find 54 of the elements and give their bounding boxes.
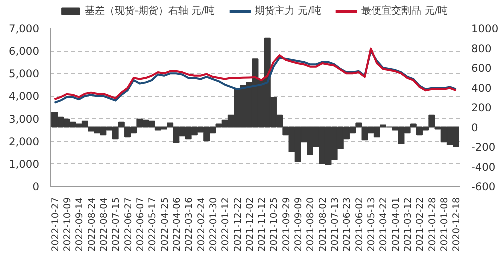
y2-tick-label: -200	[472, 141, 496, 154]
x-tick-label: 2021-09-29	[281, 197, 292, 252]
x-tick-label: 2021-06-23	[342, 197, 354, 252]
legend-label: 基差（现货-期货）右轴 元/吨	[84, 4, 216, 18]
x-tick-label: 2021-09-09	[294, 197, 305, 252]
x-tick-label: 2021-11-12	[257, 197, 268, 252]
x-tick-label: 2021-05-13	[366, 197, 378, 252]
x-tick-label: 2021-08-02	[318, 197, 329, 252]
y-tick-label: 3,000	[8, 112, 40, 126]
x-tick-label: 2020-12-18	[452, 197, 463, 252]
y2-tick-label: 0	[472, 121, 478, 134]
x-tick-label: 2021-12-22	[232, 197, 244, 252]
x-tick-label: 2022-08-04	[98, 197, 110, 252]
x-tick-label: 2022-05-17	[148, 197, 159, 252]
x-tick-label: 2022-10-27	[50, 197, 62, 252]
y-tick-label: 2,000	[8, 135, 40, 148]
x-tick-label: 2021-01-08	[440, 197, 451, 252]
y-tick-label: 7,000	[8, 22, 40, 36]
y2-tick-label: 400	[472, 82, 492, 95]
x-tick-label: 2021-01-28	[427, 197, 438, 252]
y2-tick-label: 1000	[472, 22, 499, 36]
x-tick-label: 2021-04-01	[390, 197, 402, 252]
x-tick-label: 2022-04-06	[172, 197, 183, 252]
y-tick-label: 6,000	[8, 45, 40, 58]
y-tick-label: 1,000	[8, 158, 40, 171]
x-tick-label: 2022-10-09	[62, 197, 74, 252]
y2-tick-label: 800	[472, 42, 492, 56]
x-tick-label: 2021-08-20	[306, 197, 317, 252]
x-tick-label: 2022-03-16	[184, 197, 196, 252]
x-tick-label: 2022-07-15	[111, 197, 122, 252]
y-tick-label: 4,000	[8, 90, 40, 104]
x-tick-label: 2022-09-14	[74, 197, 86, 252]
x-tick-label: 2021-07-13	[330, 197, 342, 252]
y2-tick-label: -600	[472, 180, 496, 194]
x-tick-label: 2021-06-02	[354, 197, 366, 252]
x-tick-label: 2022-01-30	[208, 197, 220, 252]
x-tick-label: 2021-04-22	[378, 197, 390, 252]
y-tick-label: 5,000	[8, 68, 40, 81]
legend-label: 期货主力 元/吨	[255, 4, 322, 18]
y2-tick-label: 600	[472, 62, 492, 75]
y-tick-label: 0	[32, 180, 40, 194]
legend-label: 最便宜交割品 元/吨	[362, 4, 448, 18]
x-tick-label: 2021-03-12	[403, 197, 414, 252]
x-tick-label: 2022-04-25	[160, 197, 171, 252]
x-tick-label: 2022-06-27	[123, 197, 134, 252]
x-tick-label: 2022-01-12	[220, 197, 232, 252]
x-tick-label: 2022-08-24	[86, 197, 98, 252]
y2-tick-label: -400	[472, 160, 496, 174]
x-tick-label: 2021-02-22	[415, 197, 426, 252]
x-tick-label: 2021-10-25	[269, 197, 280, 252]
x-tick-label: 2022-02-24	[196, 197, 208, 252]
x-tick-label: 2022-06-07	[135, 197, 146, 252]
x-tick-label: 2021-12-02	[244, 197, 256, 252]
y2-tick-label: 200	[472, 102, 492, 114]
